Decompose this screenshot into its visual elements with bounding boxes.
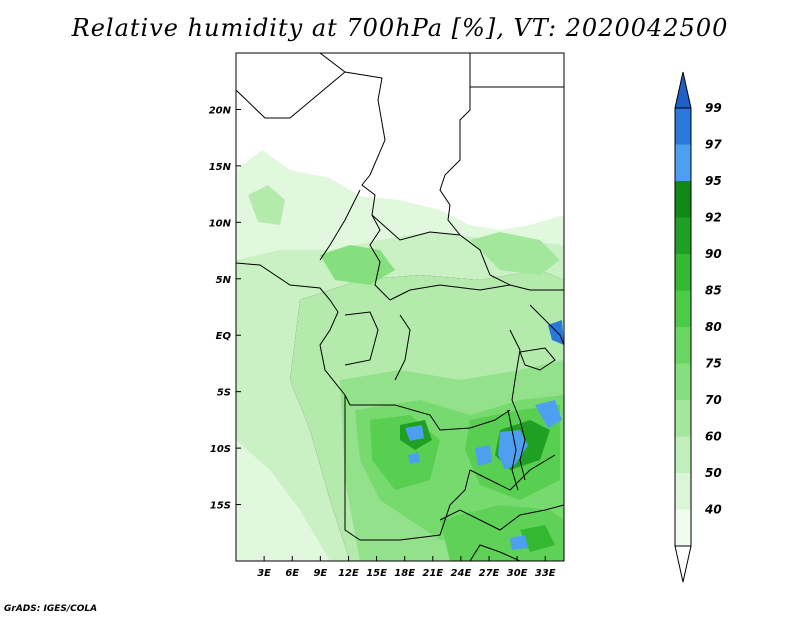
colorbar-segment bbox=[675, 108, 691, 145]
grads-credit: GrADS: IGES/COLA bbox=[4, 604, 98, 614]
longitude-axis: 3E 6E 9E 12E 15E 18E 21E 24E 27E 30E 33E bbox=[257, 556, 556, 579]
colorbar-bottom-arrow bbox=[674, 545, 692, 583]
x-tick-label: 33E bbox=[535, 568, 556, 579]
y-tick-label: 5S bbox=[217, 388, 231, 399]
y-tick-label: 20N bbox=[209, 105, 232, 116]
y-tick-label: 5N bbox=[216, 275, 232, 286]
x-tick-label: 6E bbox=[285, 568, 299, 579]
colorbar-label: 90 bbox=[705, 247, 722, 261]
latitude-axis: 20N 15N 10N 5N EQ 5S 10S 15S bbox=[209, 105, 241, 512]
x-tick-label: 21E bbox=[422, 568, 443, 579]
y-tick-label: 10S bbox=[210, 444, 231, 455]
colorbar-segment bbox=[675, 400, 691, 437]
colorbar-label: 95 bbox=[705, 174, 722, 188]
map-frame bbox=[235, 52, 565, 562]
colorbar-segment bbox=[675, 181, 691, 218]
country-boundaries bbox=[236, 53, 564, 561]
colorbar-segment bbox=[675, 436, 691, 473]
map-title: Relative humidity at 700hPa [%], VT: 202… bbox=[71, 14, 729, 42]
colorbar-label: 60 bbox=[705, 430, 722, 444]
x-tick-label: 15E bbox=[366, 568, 387, 579]
colorbar-label: 99 bbox=[705, 101, 722, 115]
colorbar-segment bbox=[675, 144, 691, 181]
colorbar-label: 40 bbox=[704, 503, 722, 517]
colorbar-segment bbox=[675, 473, 691, 510]
colorbar-label: 70 bbox=[705, 393, 722, 407]
x-tick-label: 24E bbox=[451, 568, 472, 579]
colorbar-label: 85 bbox=[705, 284, 722, 298]
x-tick-label: 3E bbox=[257, 568, 271, 579]
colorbar: 99 97 95 92 90 85 80 75 70 60 50 40 bbox=[674, 71, 722, 583]
x-tick-label: 18E bbox=[394, 568, 415, 579]
colorbar-label: 75 bbox=[705, 357, 722, 371]
colorbar-segment bbox=[675, 509, 691, 546]
colorbar-segment bbox=[675, 327, 691, 364]
colorbar-label: 97 bbox=[705, 138, 722, 152]
colorbar-label: 50 bbox=[705, 466, 722, 480]
y-tick-label: 15N bbox=[209, 162, 232, 173]
y-tick-label: EQ bbox=[216, 331, 232, 342]
x-tick-label: 9E bbox=[313, 568, 327, 579]
colorbar-top-arrow bbox=[674, 71, 692, 109]
colorbar-segment bbox=[675, 254, 691, 291]
x-tick-label: 12E bbox=[338, 568, 359, 579]
y-tick-label: 10N bbox=[209, 218, 232, 229]
y-tick-label: 15S bbox=[210, 501, 231, 512]
colorbar-label: 92 bbox=[705, 211, 722, 225]
colorbar-segment bbox=[675, 290, 691, 327]
colorbar-segment bbox=[675, 363, 691, 400]
colorbar-label: 80 bbox=[705, 320, 722, 334]
colorbar-segment bbox=[675, 217, 691, 254]
x-tick-label: 27E bbox=[479, 568, 500, 579]
x-tick-label: 30E bbox=[507, 568, 528, 579]
